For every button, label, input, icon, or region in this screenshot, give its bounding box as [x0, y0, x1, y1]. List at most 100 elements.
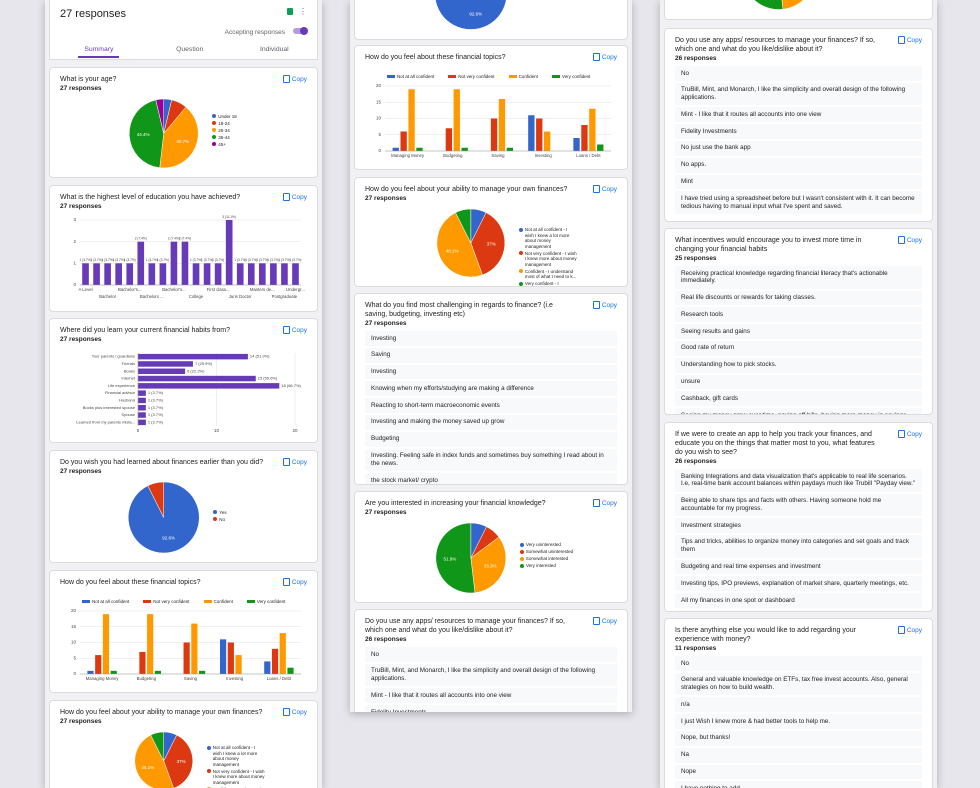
legend-item: Very confident	[551, 74, 590, 79]
copy-label: Copy	[291, 75, 307, 83]
tick-label: 10	[71, 640, 77, 645]
copy-icon	[282, 75, 290, 83]
copy-icon	[282, 458, 290, 466]
legend-swatch	[519, 542, 524, 547]
copy-label: Copy	[601, 301, 617, 309]
bar	[416, 147, 423, 151]
answer: Understanding how to pick stocks.	[675, 357, 922, 373]
bar	[147, 614, 154, 674]
copy-label: Copy	[291, 578, 307, 586]
tab[interactable]: Individual	[259, 46, 289, 53]
chart-svg: 0 5 10 15 20 Managing Money Budgeting Saving Inv…	[71, 608, 301, 681]
tick-label: 0	[137, 428, 140, 433]
slice-label: 33.3%	[484, 563, 497, 568]
question-card: How do you feel about these financial to…	[49, 570, 318, 693]
copy-button[interactable]: Copy	[592, 499, 617, 507]
response-count: 27 responses	[60, 203, 102, 210]
legend-swatch	[518, 269, 523, 274]
accepting-toggle[interactable]	[293, 27, 308, 35]
tick-label: 15	[376, 99, 382, 104]
question-title: What incentives would encourage you to i…	[675, 237, 862, 253]
response-count: 27 responses	[60, 8, 127, 20]
legend-swatch	[206, 745, 211, 750]
tab[interactable]: Summary	[78, 46, 120, 58]
value-label: 1 (3.7%)	[91, 258, 103, 262]
legend-label: Very confident - I understand money man.…	[524, 281, 559, 286]
category-label: First class...	[207, 287, 230, 292]
bar	[528, 115, 535, 151]
slice-label: 92.6%	[469, 12, 482, 17]
category-label: Investing	[226, 676, 244, 681]
answer: General and valuable knowledge on ETFs, …	[675, 672, 922, 696]
legend-item: Not at all confident - I wish I knew a l…	[518, 227, 577, 249]
question-card: If we were to create an app to help you …	[664, 422, 933, 612]
copy-button[interactable]: Copy	[282, 193, 307, 201]
question-title: What is the highest level of education y…	[60, 194, 241, 201]
copy-button[interactable]: Copy	[897, 36, 922, 44]
legend-item: 45+	[212, 142, 270, 148]
legend-item: Not very confident - I wish I knew more …	[206, 768, 265, 786]
tab[interactable]: Question	[176, 46, 204, 53]
legend-swatch	[82, 600, 90, 603]
question-title: What is your age?	[60, 76, 117, 83]
question-card: Where did you learn your current financi…	[49, 318, 318, 443]
copy-button[interactable]: Copy	[282, 326, 307, 334]
answer: Being able to share tips and facts with …	[675, 493, 922, 517]
copy-button[interactable]: Copy	[592, 617, 617, 625]
legend-swatch	[387, 75, 395, 78]
bar	[199, 670, 206, 674]
copy-button[interactable]: Copy	[592, 301, 617, 309]
answer: Na	[675, 747, 922, 763]
bar	[445, 128, 453, 151]
legend-item: Yes	[213, 510, 271, 516]
legend-label: Confident	[518, 74, 538, 79]
bar	[138, 361, 193, 367]
copy-button[interactable]: Copy	[282, 578, 307, 586]
category-label: Husband	[119, 398, 135, 403]
bar	[506, 147, 514, 151]
accepting-label: Accepting responses	[224, 29, 285, 36]
tick-label: 5	[378, 132, 381, 137]
sheets-icon[interactable]	[287, 8, 293, 15]
copy-button[interactable]: Copy	[897, 430, 922, 438]
copy-button[interactable]: Copy	[282, 458, 307, 466]
answer: No	[365, 647, 617, 662]
chart: 0 10 20 Your parents / guardians 14 (51.9%) F…	[60, 347, 307, 436]
legend-item: Not very confident - I wish I knew more …	[518, 251, 577, 268]
value-label: 1 (3.7%)	[102, 258, 114, 262]
copy-button[interactable]: Copy	[592, 185, 617, 193]
question-card: Is there anything else you would like to…	[664, 618, 933, 788]
value-label: 1 (3.7%)	[278, 258, 290, 262]
more-menu[interactable]: ⋮	[299, 7, 307, 16]
response-count: 27 responses	[60, 336, 102, 343]
copy-button[interactable]: Copy	[897, 626, 922, 634]
answer: unsure	[675, 374, 922, 390]
category-label: Spouse	[121, 412, 135, 417]
legend-swatch	[519, 563, 524, 568]
category-label: Financial advisor	[105, 390, 136, 395]
copy-button[interactable]: Copy	[592, 53, 617, 61]
legend-item: Not very confident	[448, 74, 495, 79]
copy-button[interactable]: Copy	[282, 75, 307, 83]
answer: Investment strategies	[675, 518, 922, 533]
copy-button[interactable]: Copy	[282, 708, 307, 716]
category-label: Internet	[121, 376, 135, 381]
copy-button[interactable]: Copy	[897, 236, 922, 244]
legend-swatch	[213, 510, 218, 515]
value-label: 15 (55.6%)	[258, 376, 278, 381]
bar	[589, 108, 596, 151]
bar	[102, 614, 110, 674]
legend-label: Not very confident - I wish I knew more …	[212, 768, 265, 785]
answer: Banking Integrations and data visualizat…	[675, 469, 922, 492]
tabs: Summary Question Individual	[50, 46, 317, 58]
column: 27 responses ⋮ Accepting responses Summa…	[45, 0, 322, 788]
bar	[170, 241, 178, 285]
answer: Nope, but thanks!	[675, 730, 922, 746]
tick-label: 20	[71, 608, 77, 613]
legend-swatch	[143, 600, 152, 603]
bar	[138, 375, 256, 382]
bar	[400, 131, 407, 151]
legend-label: Not very confident	[153, 599, 190, 604]
